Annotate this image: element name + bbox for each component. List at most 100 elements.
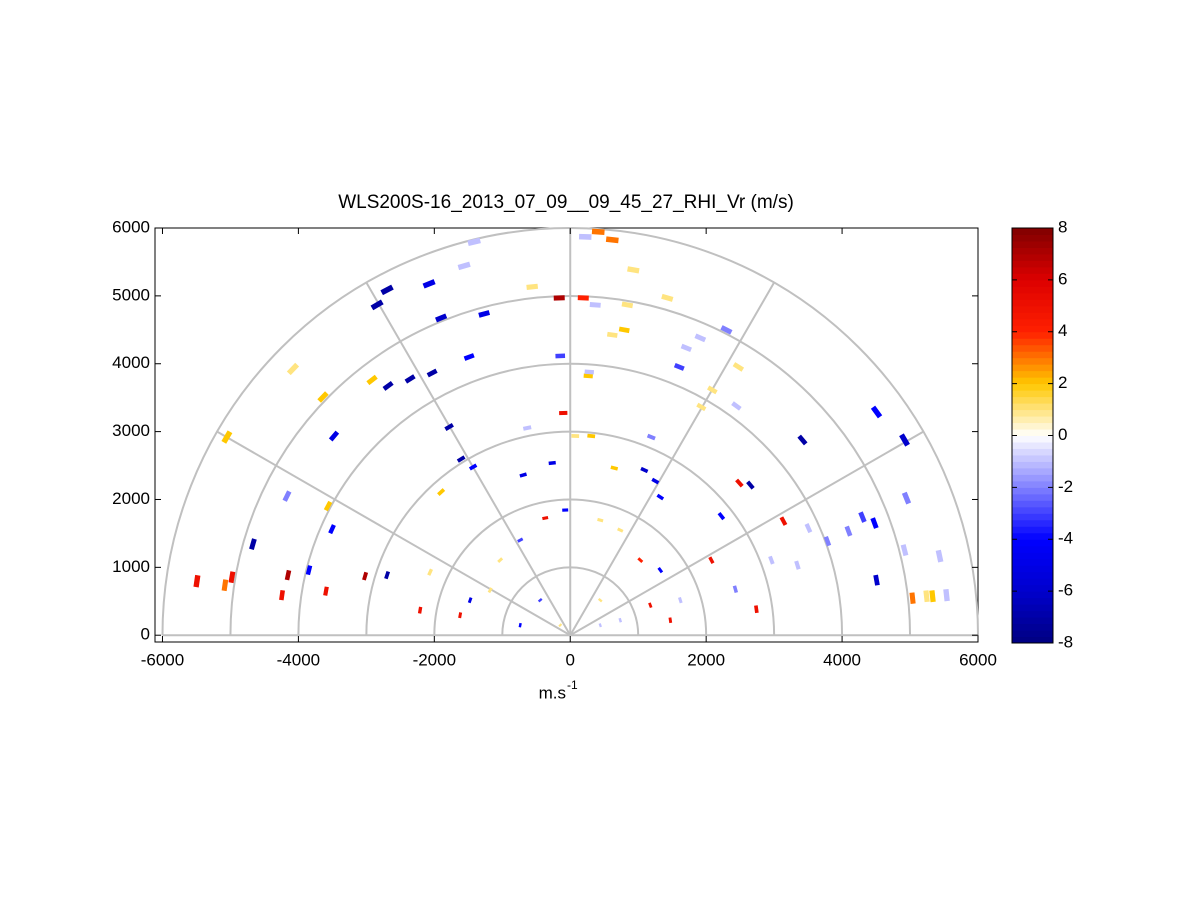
data-point bbox=[417, 606, 423, 614]
colorbar-band bbox=[1012, 318, 1053, 326]
data-point bbox=[873, 574, 880, 586]
colorbar-band bbox=[1012, 228, 1053, 235]
data-point bbox=[526, 283, 539, 290]
colorbar-band bbox=[1012, 474, 1053, 482]
colorbar-band bbox=[1012, 325, 1053, 333]
data-point bbox=[555, 353, 566, 359]
data-point bbox=[571, 434, 580, 438]
colorbar-band bbox=[1012, 545, 1053, 553]
data-point bbox=[468, 463, 478, 471]
data-point bbox=[537, 597, 543, 603]
colorbar-band bbox=[1012, 448, 1053, 456]
data-point bbox=[732, 362, 745, 372]
data-point bbox=[640, 466, 649, 474]
colorbar-band bbox=[1012, 597, 1053, 605]
data-point bbox=[768, 555, 775, 565]
data-point bbox=[870, 517, 879, 529]
polar-spoke bbox=[569, 430, 924, 637]
data-point bbox=[591, 228, 605, 236]
colorbar-band bbox=[1012, 409, 1053, 417]
polar-spoke bbox=[365, 282, 572, 636]
data-point bbox=[610, 465, 619, 471]
polar-spoke bbox=[216, 430, 571, 637]
colorbar-band bbox=[1012, 532, 1053, 540]
colorbar-band bbox=[1012, 493, 1053, 501]
data-point bbox=[422, 279, 436, 289]
data-point bbox=[696, 402, 707, 412]
colorbar-band bbox=[1012, 240, 1053, 248]
colorbar-band bbox=[1012, 266, 1053, 274]
colorbar-band bbox=[1012, 370, 1053, 378]
data-point bbox=[382, 380, 394, 391]
data-point bbox=[444, 423, 454, 431]
data-point bbox=[651, 477, 660, 485]
data-point bbox=[221, 430, 233, 444]
colorbar-band bbox=[1012, 441, 1053, 449]
colorbar-band bbox=[1012, 312, 1053, 320]
colorbar-band bbox=[1012, 552, 1053, 560]
y-tick-label: 0 bbox=[141, 625, 150, 644]
data-point bbox=[923, 590, 930, 603]
colorbar-band bbox=[1012, 234, 1053, 242]
data-point bbox=[478, 310, 491, 318]
data-point bbox=[929, 590, 936, 603]
data-point bbox=[497, 557, 504, 564]
data-point bbox=[717, 512, 726, 521]
x-tick-label: -4000 bbox=[277, 650, 320, 669]
data-point bbox=[720, 325, 733, 335]
data-point bbox=[617, 527, 624, 533]
data-point bbox=[193, 574, 201, 588]
colorbar-band bbox=[1012, 299, 1053, 307]
data-point bbox=[694, 333, 707, 343]
colorbar-band bbox=[1012, 416, 1053, 424]
colorbar-band bbox=[1012, 286, 1053, 294]
data-points bbox=[193, 228, 950, 628]
x-axis-label-superscript: -1 bbox=[567, 678, 578, 692]
data-point bbox=[380, 284, 394, 296]
data-point bbox=[597, 517, 604, 523]
data-point bbox=[900, 544, 909, 557]
data-point bbox=[587, 433, 596, 439]
data-point bbox=[362, 571, 369, 581]
x-axis-label: m.s bbox=[539, 683, 566, 702]
colorbar-band bbox=[1012, 279, 1053, 287]
data-point bbox=[656, 493, 665, 501]
data-point bbox=[943, 588, 950, 602]
data-point bbox=[286, 362, 300, 376]
y-tick-label: 3000 bbox=[112, 421, 150, 440]
data-point bbox=[583, 373, 593, 379]
data-point bbox=[648, 602, 653, 609]
data-point bbox=[518, 622, 522, 628]
data-point bbox=[618, 617, 623, 623]
colorbar-band bbox=[1012, 571, 1053, 579]
colorbar-band bbox=[1012, 610, 1053, 618]
data-point bbox=[870, 405, 883, 419]
colorbar-band bbox=[1012, 292, 1053, 300]
colorbar-band bbox=[1012, 396, 1053, 404]
data-point bbox=[804, 523, 813, 534]
colorbar-band bbox=[1012, 630, 1053, 638]
colorbar-band bbox=[1012, 260, 1053, 268]
data-point bbox=[909, 592, 916, 604]
data-point bbox=[328, 524, 336, 535]
colorbar-band bbox=[1012, 623, 1053, 631]
data-point bbox=[797, 434, 808, 446]
colorbar-band bbox=[1012, 565, 1053, 573]
x-tick-label: 0 bbox=[566, 650, 575, 669]
data-point bbox=[456, 455, 466, 463]
data-point bbox=[735, 478, 744, 488]
x-tick-label: 2000 bbox=[687, 650, 725, 669]
colorbar-band bbox=[1012, 377, 1053, 385]
data-point bbox=[899, 433, 910, 447]
colorbar-band bbox=[1012, 305, 1053, 313]
colorbar-band bbox=[1012, 506, 1053, 514]
x-tick-label: -6000 bbox=[141, 650, 184, 669]
data-point bbox=[680, 343, 692, 353]
colorbar-band bbox=[1012, 422, 1053, 430]
data-point bbox=[328, 430, 340, 442]
data-point bbox=[228, 571, 236, 584]
chart-title: WLS200S-16_2013_07_09__09_45_27_RHI_Vr (… bbox=[338, 192, 794, 213]
data-point bbox=[457, 261, 471, 271]
colorbar-band bbox=[1012, 461, 1053, 469]
